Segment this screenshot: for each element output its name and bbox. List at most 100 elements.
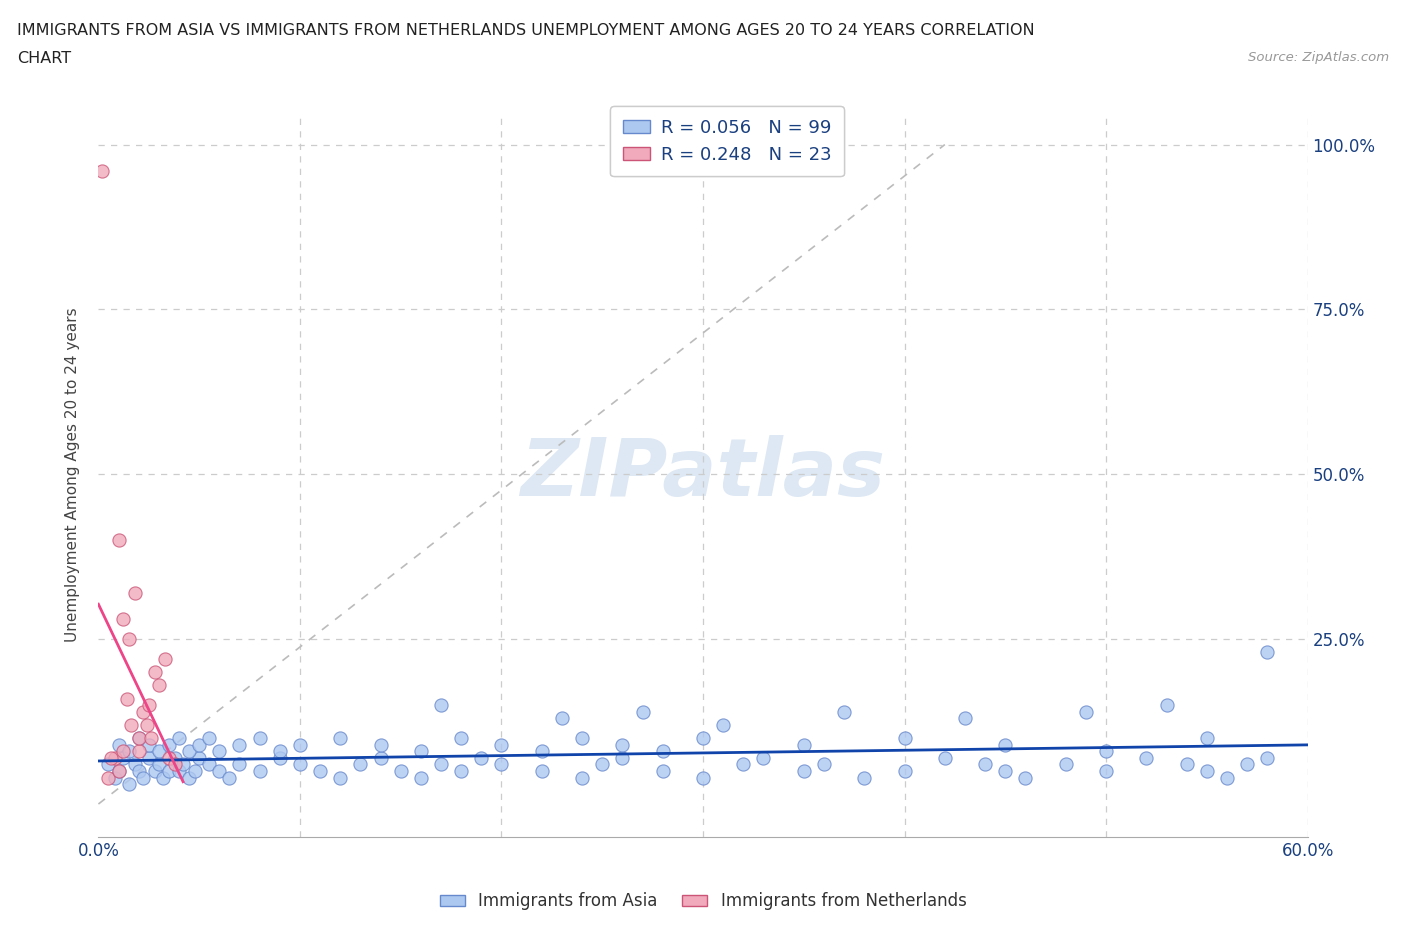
Point — [733, 757, 755, 772]
Point — [228, 737, 250, 752]
Point — [120, 717, 142, 732]
Point — [128, 731, 150, 746]
Point — [752, 751, 775, 765]
Point — [530, 764, 553, 778]
Point — [138, 698, 160, 712]
Point — [450, 731, 472, 746]
Point — [530, 744, 553, 759]
Point — [994, 737, 1017, 752]
Point — [893, 764, 915, 778]
Point — [1256, 751, 1278, 765]
Point — [100, 751, 122, 765]
Point — [198, 757, 221, 772]
Point — [107, 764, 129, 778]
Point — [491, 757, 513, 772]
Point — [132, 704, 155, 719]
Point — [793, 764, 815, 778]
Point — [711, 717, 734, 732]
Point — [409, 744, 432, 759]
Point — [389, 764, 412, 778]
Point — [450, 764, 472, 778]
Point — [163, 751, 186, 765]
Point — [128, 764, 150, 778]
Point — [107, 737, 129, 752]
Point — [184, 764, 207, 778]
Point — [934, 751, 956, 765]
Text: CHART: CHART — [17, 51, 70, 66]
Y-axis label: Unemployment Among Ages 20 to 24 years: Unemployment Among Ages 20 to 24 years — [65, 307, 80, 642]
Point — [188, 751, 211, 765]
Point — [1074, 704, 1097, 719]
Point — [97, 757, 120, 772]
Point — [470, 751, 492, 765]
Point — [118, 777, 141, 791]
Point — [111, 744, 134, 759]
Point — [157, 751, 180, 765]
Point — [1054, 757, 1077, 772]
Point — [974, 757, 997, 772]
Point — [430, 698, 453, 712]
Point — [813, 757, 835, 772]
Point — [329, 770, 352, 785]
Point — [269, 751, 291, 765]
Point — [409, 770, 432, 785]
Point — [208, 744, 231, 759]
Point — [1014, 770, 1036, 785]
Point — [370, 751, 392, 765]
Point — [349, 757, 371, 772]
Point — [152, 770, 174, 785]
Point — [1195, 731, 1218, 746]
Point — [163, 757, 186, 772]
Point — [179, 744, 201, 759]
Point — [651, 744, 673, 759]
Point — [953, 711, 976, 725]
Legend: Immigrants from Asia, Immigrants from Netherlands: Immigrants from Asia, Immigrants from Ne… — [433, 885, 973, 917]
Point — [138, 737, 160, 752]
Point — [124, 757, 146, 772]
Point — [128, 731, 150, 746]
Point — [1236, 757, 1258, 772]
Point — [1175, 757, 1198, 772]
Point — [107, 764, 129, 778]
Point — [115, 691, 138, 706]
Point — [430, 757, 453, 772]
Point — [97, 770, 120, 785]
Point — [198, 731, 221, 746]
Point — [1216, 770, 1239, 785]
Point — [157, 737, 180, 752]
Point — [132, 770, 155, 785]
Point — [491, 737, 513, 752]
Point — [91, 164, 114, 179]
Point — [551, 711, 574, 725]
Point — [167, 731, 190, 746]
Point — [143, 665, 166, 680]
Point — [1156, 698, 1178, 712]
Point — [111, 751, 134, 765]
Point — [249, 764, 271, 778]
Point — [1095, 744, 1118, 759]
Point — [148, 744, 170, 759]
Point — [612, 751, 634, 765]
Point — [853, 770, 876, 785]
Point — [309, 764, 332, 778]
Point — [135, 717, 157, 732]
Point — [228, 757, 250, 772]
Point — [179, 770, 201, 785]
Point — [692, 770, 714, 785]
Point — [103, 751, 125, 765]
Point — [128, 744, 150, 759]
Point — [1135, 751, 1157, 765]
Point — [148, 757, 170, 772]
Point — [1095, 764, 1118, 778]
Point — [118, 631, 141, 646]
Point — [832, 704, 855, 719]
Point — [218, 770, 240, 785]
Point — [208, 764, 231, 778]
Point — [172, 757, 194, 772]
Point — [893, 731, 915, 746]
Point — [148, 678, 170, 693]
Text: ZIPatlas: ZIPatlas — [520, 435, 886, 513]
Point — [139, 731, 162, 746]
Point — [138, 751, 160, 765]
Text: Source: ZipAtlas.com: Source: ZipAtlas.com — [1249, 51, 1389, 64]
